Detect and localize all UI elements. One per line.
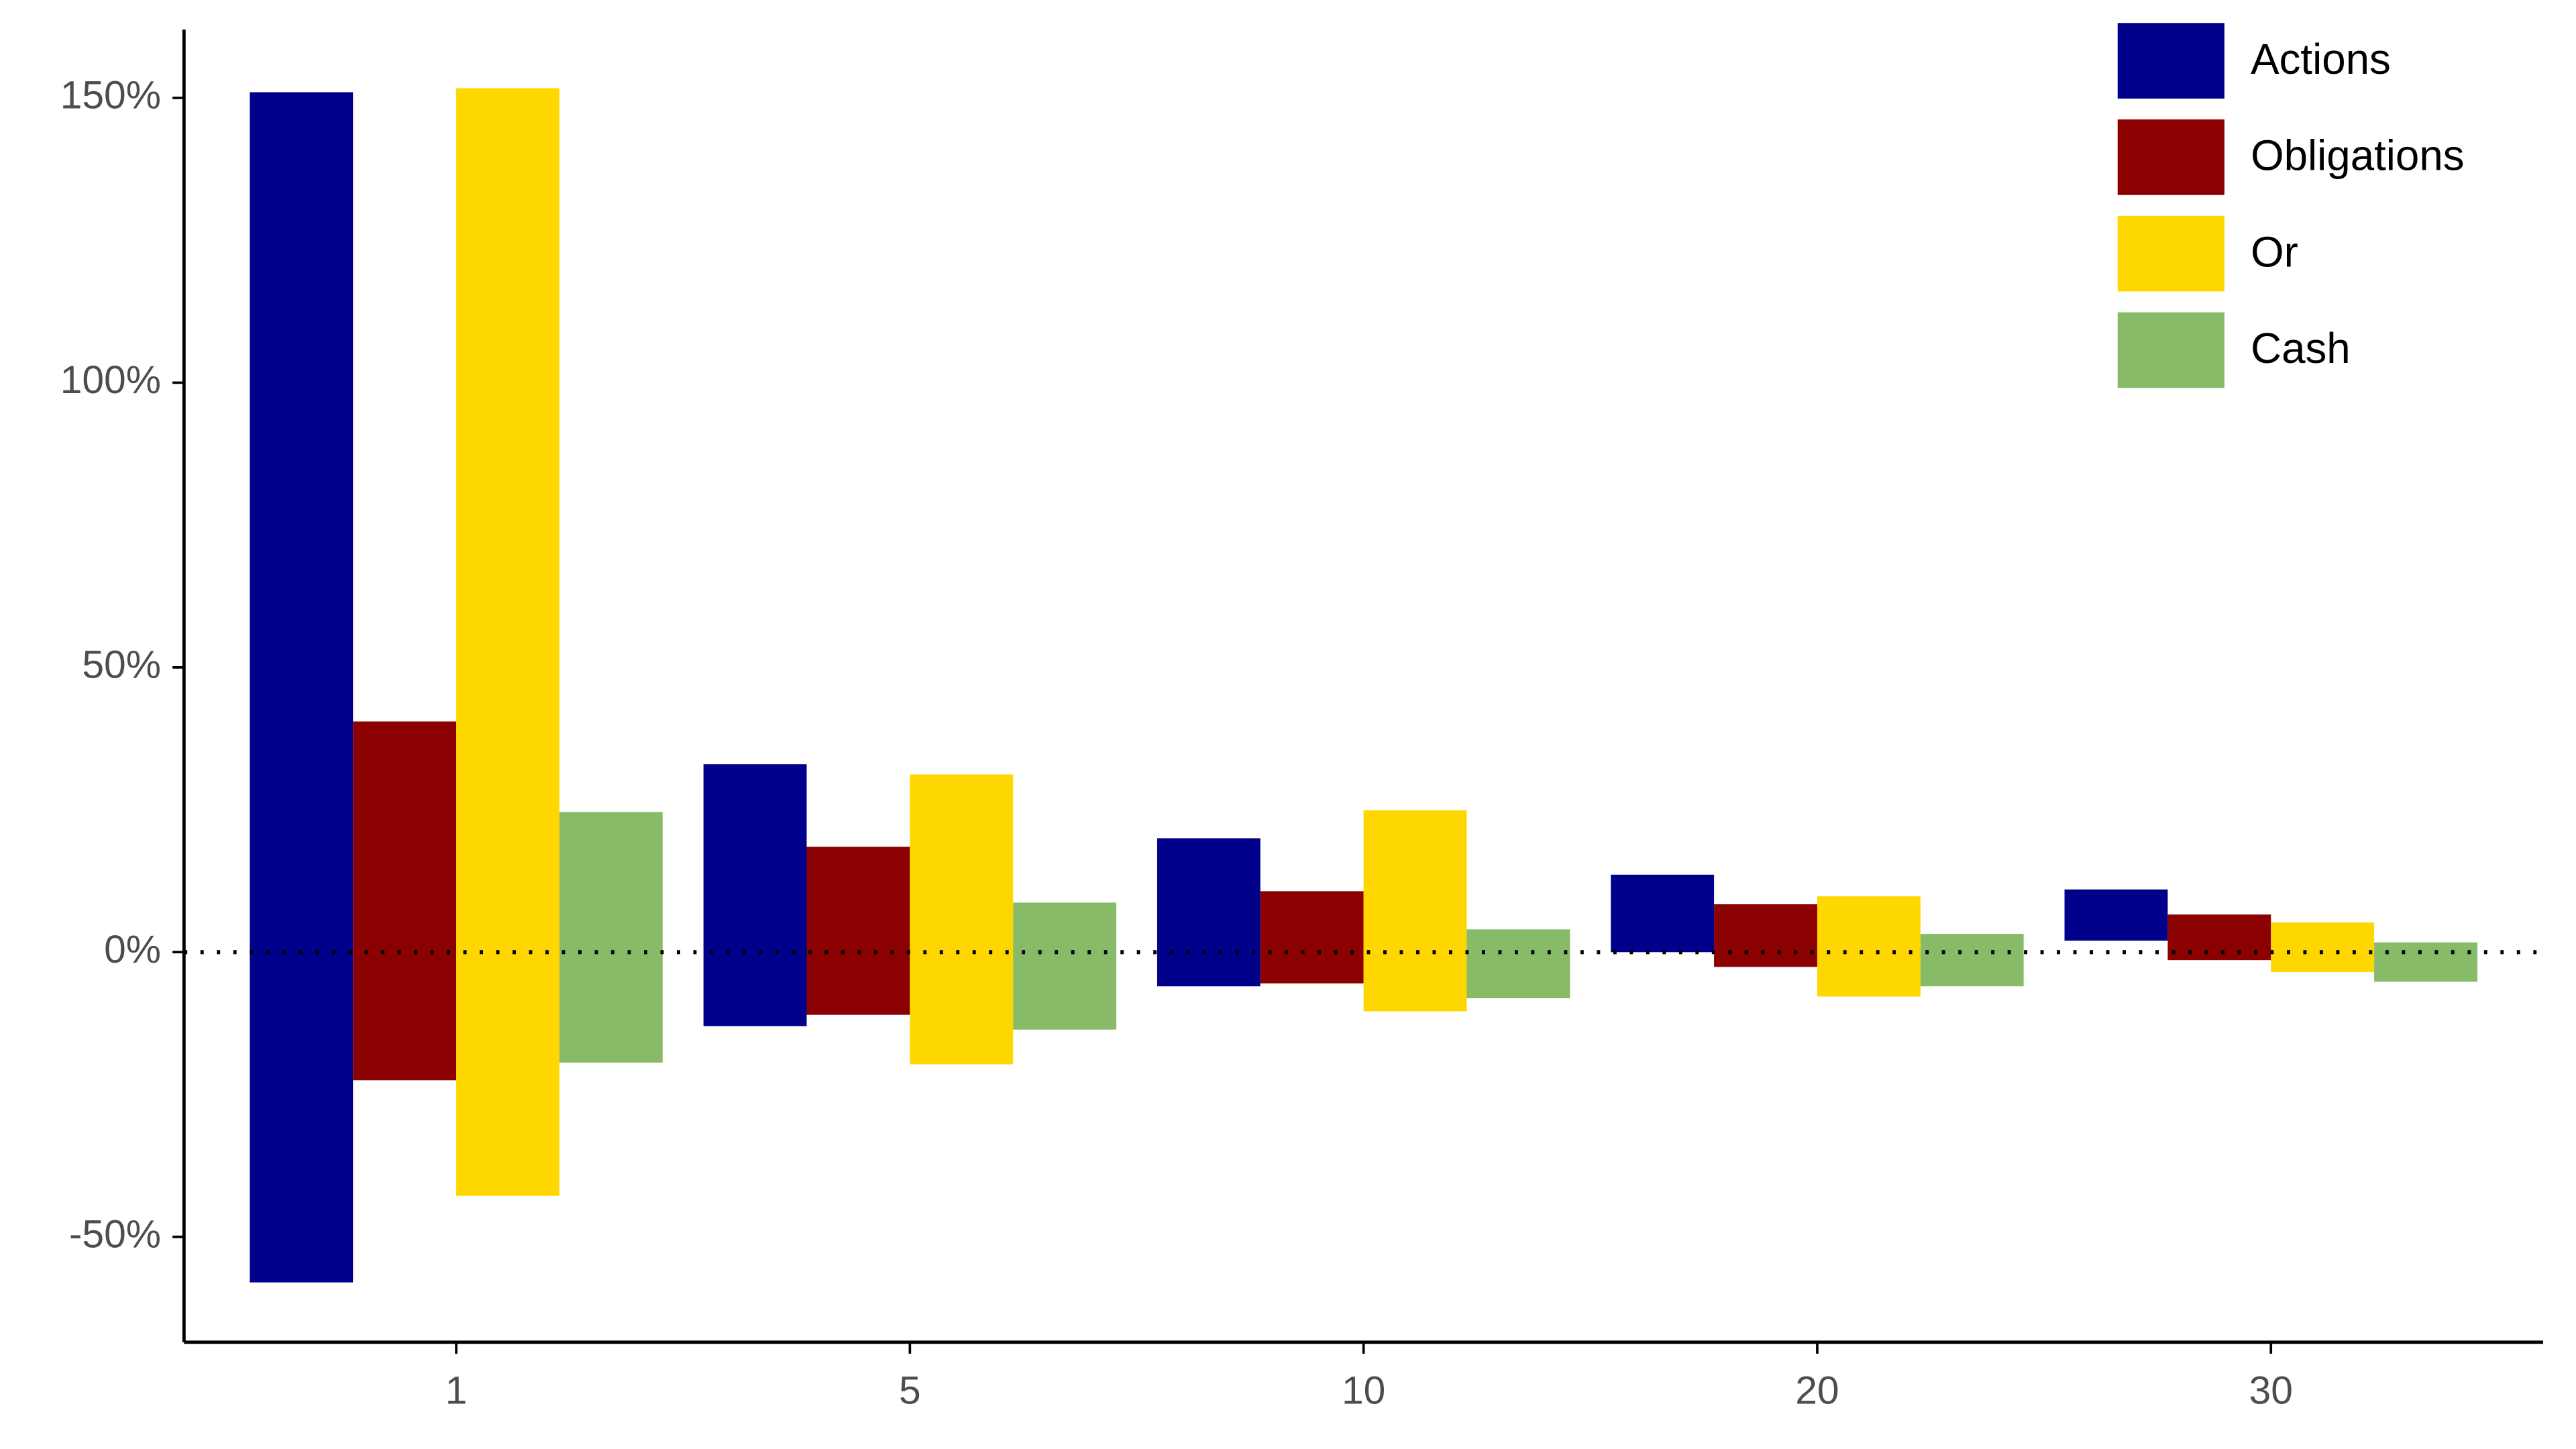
legend-key xyxy=(2117,119,2224,195)
legend-label: Or xyxy=(2251,228,2298,276)
bar xyxy=(353,721,457,1081)
y-tick-label: 0% xyxy=(104,928,161,971)
bar xyxy=(806,847,910,1015)
x-tick-label: 10 xyxy=(1342,1368,1385,1412)
y-tick-label: -50% xyxy=(69,1212,161,1256)
y-tick-label: 100% xyxy=(60,358,161,402)
bar xyxy=(1714,904,1817,967)
bar xyxy=(2167,914,2271,961)
legend-key xyxy=(2117,23,2224,99)
bar xyxy=(1817,896,1921,997)
bar xyxy=(703,764,807,1026)
x-tick-label: 20 xyxy=(1795,1368,1839,1412)
legend-key xyxy=(2117,215,2224,292)
bar xyxy=(1157,838,1260,987)
legend-label: Actions xyxy=(2251,36,2391,83)
x-tick-label: 30 xyxy=(2249,1368,2293,1412)
bar xyxy=(1611,874,1715,953)
bar xyxy=(2374,942,2477,982)
legend-key xyxy=(2117,312,2224,388)
bar xyxy=(1363,810,1467,1012)
bar xyxy=(2064,889,2168,941)
legend-label: Cash xyxy=(2251,325,2351,372)
bar xyxy=(910,774,1014,1065)
bar xyxy=(250,92,354,1283)
y-tick-label: 50% xyxy=(82,643,161,686)
bar xyxy=(1260,891,1364,984)
y-tick-label: 150% xyxy=(60,73,161,117)
bar xyxy=(1466,929,1570,999)
bar xyxy=(456,88,559,1196)
bar xyxy=(559,812,663,1063)
bar xyxy=(2271,922,2375,973)
x-tick-label: 1 xyxy=(445,1368,468,1412)
legend-label: Obligations xyxy=(2251,132,2464,180)
bar xyxy=(1013,902,1117,1030)
bar xyxy=(1920,934,2024,987)
x-tick-label: 5 xyxy=(899,1368,921,1412)
